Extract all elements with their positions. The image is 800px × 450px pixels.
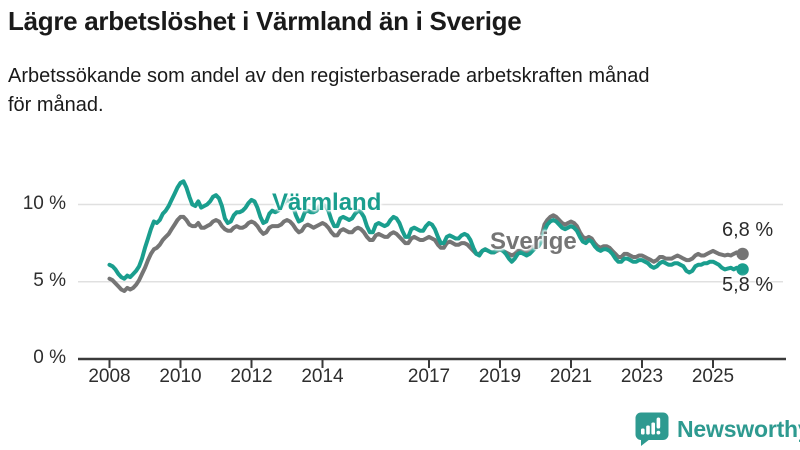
- x-tick-label: 2025: [691, 366, 735, 387]
- y-tick-label: 0 %: [33, 347, 66, 368]
- x-tick-label: 2010: [159, 366, 202, 387]
- series-label-sverige: Sverige: [490, 228, 577, 255]
- x-tick-label: 2023: [620, 366, 664, 387]
- x-tick-label: 2014: [301, 366, 344, 387]
- chart-subtitle-line1: Arbetssökande som andel av den registerb…: [8, 65, 650, 87]
- x-tick-label: 2021: [549, 366, 593, 387]
- y-tick-label: 5 %: [33, 269, 66, 291]
- x-tick-label: 2012: [230, 366, 273, 387]
- newsworthy-logo[interactable]: Newsworthy: [634, 411, 800, 447]
- y-tick-label: 10 %: [22, 192, 66, 214]
- chart-subtitle-line2: för månad.: [8, 94, 104, 116]
- chart-subtitle: Arbetssökande som andel av den registerb…: [8, 62, 650, 120]
- newsworthy-logo-icon: [635, 412, 669, 446]
- newsworthy-logo-text: Newsworthy: [677, 415, 800, 442]
- x-tick-label: 2019: [478, 366, 522, 387]
- x-tick-label: 2008: [88, 366, 131, 387]
- end-value-label-sverige: 6,8 %: [722, 219, 774, 241]
- series-label-varmland: Värmland: [272, 189, 382, 216]
- x-tick-label: 2017: [407, 366, 451, 387]
- chart-title: Lägre arbetslöshet i Värmland än i Sveri…: [8, 6, 522, 36]
- end-value-label-varmland: 5,8 %: [722, 274, 774, 296]
